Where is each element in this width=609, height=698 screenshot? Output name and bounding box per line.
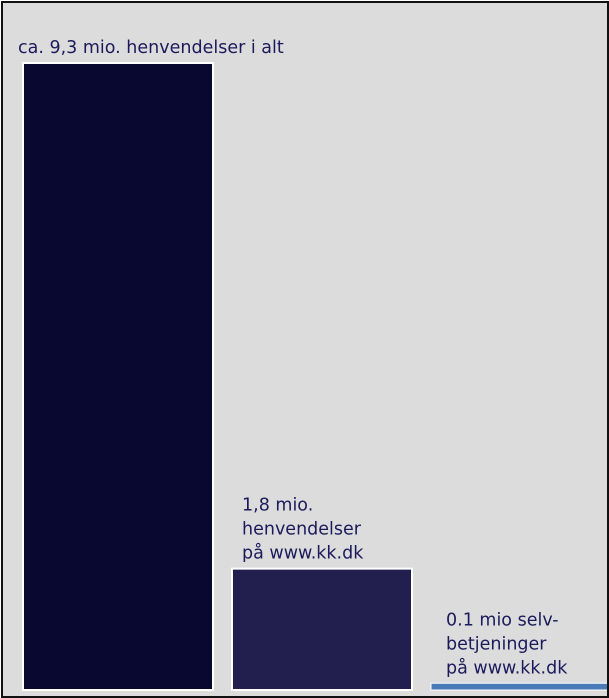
bar-2-label-line-2: henvendelser xyxy=(242,520,362,540)
bar-1 xyxy=(22,62,214,691)
bar-3 xyxy=(430,682,607,691)
bar-3-label-line-2: betjeninger xyxy=(446,634,547,654)
bar-2 xyxy=(231,567,413,691)
bar-1-label-line-1: ca. 9,3 mio. henvendelser i alt xyxy=(18,38,284,58)
bar-2-label-line-1: 1,8 mio. xyxy=(242,496,313,516)
bar-3-label-line-3: på www.kk.dk xyxy=(446,657,568,678)
bar-chart: ca. 9,3 mio. henvendelser i alt 1,8 mio. h… xyxy=(18,38,607,691)
bar-3-label-line-1: 0.1 mio selv- xyxy=(446,610,559,630)
bar-2-label-line-3: på www.kk.dk xyxy=(242,543,364,564)
